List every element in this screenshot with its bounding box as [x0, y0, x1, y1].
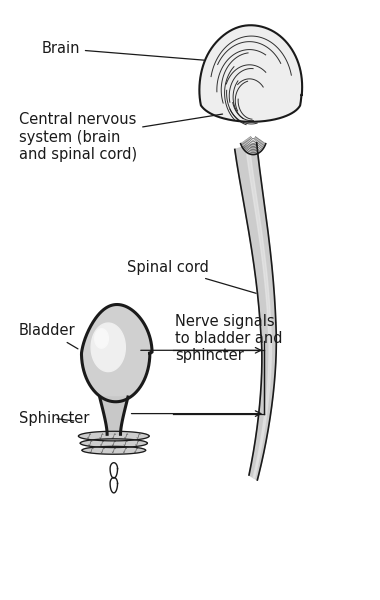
Polygon shape — [79, 431, 149, 441]
Polygon shape — [91, 323, 125, 371]
Text: Sphincter: Sphincter — [19, 411, 89, 426]
Text: Central nervous
system (brain
and spinal cord): Central nervous system (brain and spinal… — [19, 112, 223, 162]
Polygon shape — [95, 329, 108, 348]
Polygon shape — [235, 143, 276, 480]
Polygon shape — [100, 397, 128, 434]
Polygon shape — [82, 446, 146, 454]
Text: Spinal cord: Spinal cord — [127, 260, 256, 293]
Polygon shape — [246, 145, 271, 478]
Text: Brain: Brain — [41, 41, 204, 60]
Polygon shape — [81, 305, 152, 402]
Polygon shape — [200, 25, 302, 122]
Polygon shape — [80, 439, 147, 448]
Text: Nerve signals
to bladder and
sphincter: Nerve signals to bladder and sphincter — [175, 314, 283, 364]
Text: Bladder: Bladder — [19, 323, 78, 349]
